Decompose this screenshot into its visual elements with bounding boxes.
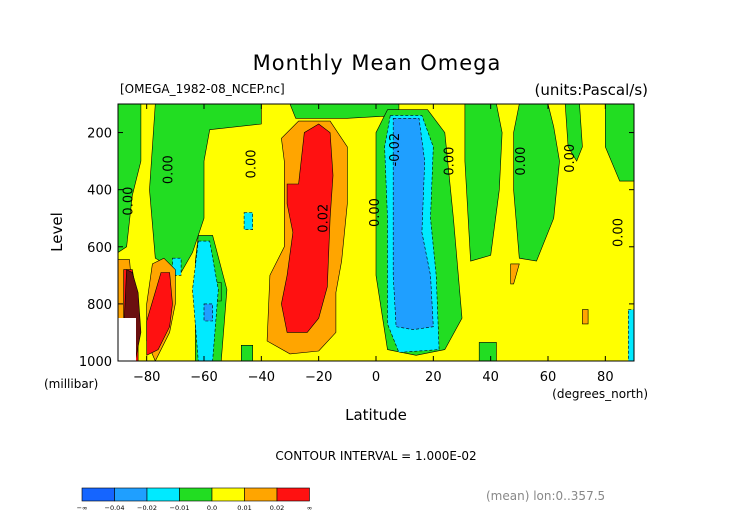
- colorbar: −∞ −0.04 −0.02 −0.01 0.0 0.01 0.02 ∞: [77, 487, 312, 512]
- y-tick-label: 400: [87, 184, 112, 199]
- contour-region-orange-23: [510, 263, 520, 285]
- colorbar-label: 0.0: [207, 504, 217, 512]
- contour-region-green-1: [118, 104, 142, 253]
- chart-title: Monthly Mean Omega: [253, 51, 502, 75]
- contour-label-2: 0.00: [161, 155, 176, 184]
- y-tick-label: 200: [87, 127, 112, 142]
- contour-region-green-2: [149, 104, 262, 273]
- colorbar-swatch: [211, 487, 245, 502]
- contour-regions: [118, 104, 634, 361]
- colorbar-label: −0.02: [137, 504, 157, 512]
- contour-region-green-3: [289, 104, 400, 119]
- colorbar-swatch: [276, 487, 310, 502]
- contour-region-orange-24: [582, 309, 589, 325]
- file-label: [OMEGA_1982-08_NCEP.nc]: [120, 82, 285, 96]
- contour-region-cyan-13: [192, 240, 219, 361]
- colorbar-swatch: [114, 487, 148, 502]
- contour-label-8: 0.00: [514, 147, 529, 176]
- units-label: (units:Pascal/s): [535, 81, 649, 99]
- x-tick-label: −20: [305, 370, 332, 385]
- plot-area: 0.00 0.00 0.00 0.02 0.00 -0.02 0.00 0.00 0.00 0.0…: [117, 103, 635, 362]
- contour-label-4: 0.02: [316, 204, 331, 233]
- contour-region-green-11: [478, 342, 497, 361]
- contour-region-green-7: [513, 104, 560, 262]
- x-tick-label: 40: [482, 370, 499, 385]
- contour-region-blue-19: [203, 303, 213, 322]
- colorbar-label: −0.04: [105, 504, 125, 512]
- contour-region-red-25: [281, 123, 334, 333]
- contour-region-green-9: [604, 104, 634, 182]
- colorbar-swatch: [244, 487, 278, 502]
- x-axis-ticks: −80 −60 −40 −20 0 20 40 60 80: [133, 104, 614, 385]
- colorbar-swatch: [81, 487, 115, 502]
- colorbar-swatch: [146, 487, 180, 502]
- colorbar-label: −∞: [77, 504, 88, 512]
- contour-label-5: 0.00: [368, 198, 383, 227]
- contour-label-10: 0.00: [612, 218, 627, 247]
- contour-label-9: 0.00: [563, 144, 578, 173]
- contour-labels: 0.00 0.00 0.00 0.02 0.00 -0.02 0.00 0.00 0.00 0.0…: [121, 133, 626, 247]
- missing-data-patch: [118, 318, 136, 361]
- colorbar-label: −0.01: [170, 504, 190, 512]
- contour-region-green-8: [564, 104, 583, 162]
- contour-region-green-10: [241, 344, 253, 361]
- contour-label-3: 0.00: [245, 149, 260, 178]
- y-axis-label: Level: [48, 212, 66, 252]
- x-tick-label: 0: [372, 370, 380, 385]
- x-tick-label: 80: [597, 370, 614, 385]
- y-tick-label: 800: [87, 298, 112, 313]
- colorbar-swatch: [179, 487, 213, 502]
- colorbar-label: 0.02: [270, 504, 284, 512]
- contour-interval-label: CONTOUR INTERVAL = 1.000E-02: [275, 449, 476, 463]
- x-axis-units: (degrees_north): [552, 387, 648, 401]
- contour-region-red-26: [146, 272, 173, 356]
- contour-region-cyan-17: [627, 309, 634, 361]
- contour-label-1: 0.00: [121, 187, 136, 216]
- mean-label: (mean) lon:0..357.5: [486, 489, 605, 503]
- y-axis-units: (millibar): [44, 377, 98, 391]
- y-axis-ticks: 200 400 600 800 1000: [79, 127, 634, 370]
- colorbar-label: 0.01: [237, 504, 251, 512]
- x-axis-label: Latitude: [345, 406, 407, 424]
- x-tick-label: −80: [133, 370, 160, 385]
- contour-region-blue-18: [392, 118, 434, 330]
- x-tick-label: 60: [540, 370, 557, 385]
- contour-region-green-6: [464, 104, 503, 262]
- contour-label-6: -0.02: [388, 133, 403, 167]
- y-tick-label: 1000: [79, 355, 112, 370]
- x-tick-label: 20: [425, 370, 442, 385]
- colorbar-label: ∞: [307, 504, 312, 512]
- contour-label-7: 0.00: [442, 147, 457, 176]
- contour-region-cyan-16: [243, 212, 253, 230]
- x-tick-label: −40: [248, 370, 275, 385]
- y-tick-label: 600: [87, 241, 112, 256]
- x-tick-label: −60: [190, 370, 217, 385]
